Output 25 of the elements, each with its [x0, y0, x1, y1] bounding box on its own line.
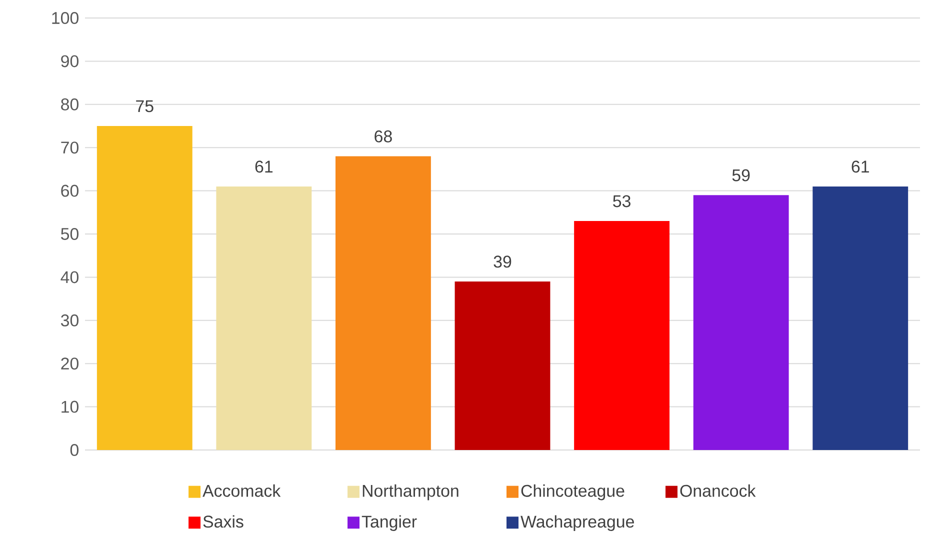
legend-label: Onancock	[680, 484, 756, 497]
legend-label: Northampton	[362, 484, 458, 500]
y-tick-label: 90	[61, 55, 78, 68]
legend-label: Saxis	[203, 515, 244, 528]
data-label: 39	[494, 256, 512, 268]
data-label: 68	[374, 130, 392, 142]
y-tick-label: 20	[61, 358, 78, 370]
y-tick-label: 40	[60, 271, 78, 284]
y-tick-label: 10	[62, 400, 78, 413]
y-tick-label: 70	[61, 142, 78, 154]
data-label: 61	[852, 160, 869, 173]
y-tick-label: 50	[60, 228, 78, 240]
data-label: 75	[136, 100, 154, 112]
legend-label: Chincoteague	[521, 484, 624, 500]
legend-label: Tangier	[362, 515, 417, 532]
y-tick-label: 0	[70, 444, 79, 456]
data-label: 61	[255, 160, 273, 173]
data-label: 59	[732, 169, 750, 182]
legend-label: Accomack	[202, 484, 281, 497]
y-tick-label: 100	[52, 12, 78, 24]
y-tick-label: 30	[60, 314, 78, 326]
data-label: 53	[613, 195, 630, 208]
legend-label: Wachapreague	[520, 515, 634, 532]
y-tick-label: 80	[61, 98, 78, 110]
y-tick-label: 60	[61, 184, 78, 197]
